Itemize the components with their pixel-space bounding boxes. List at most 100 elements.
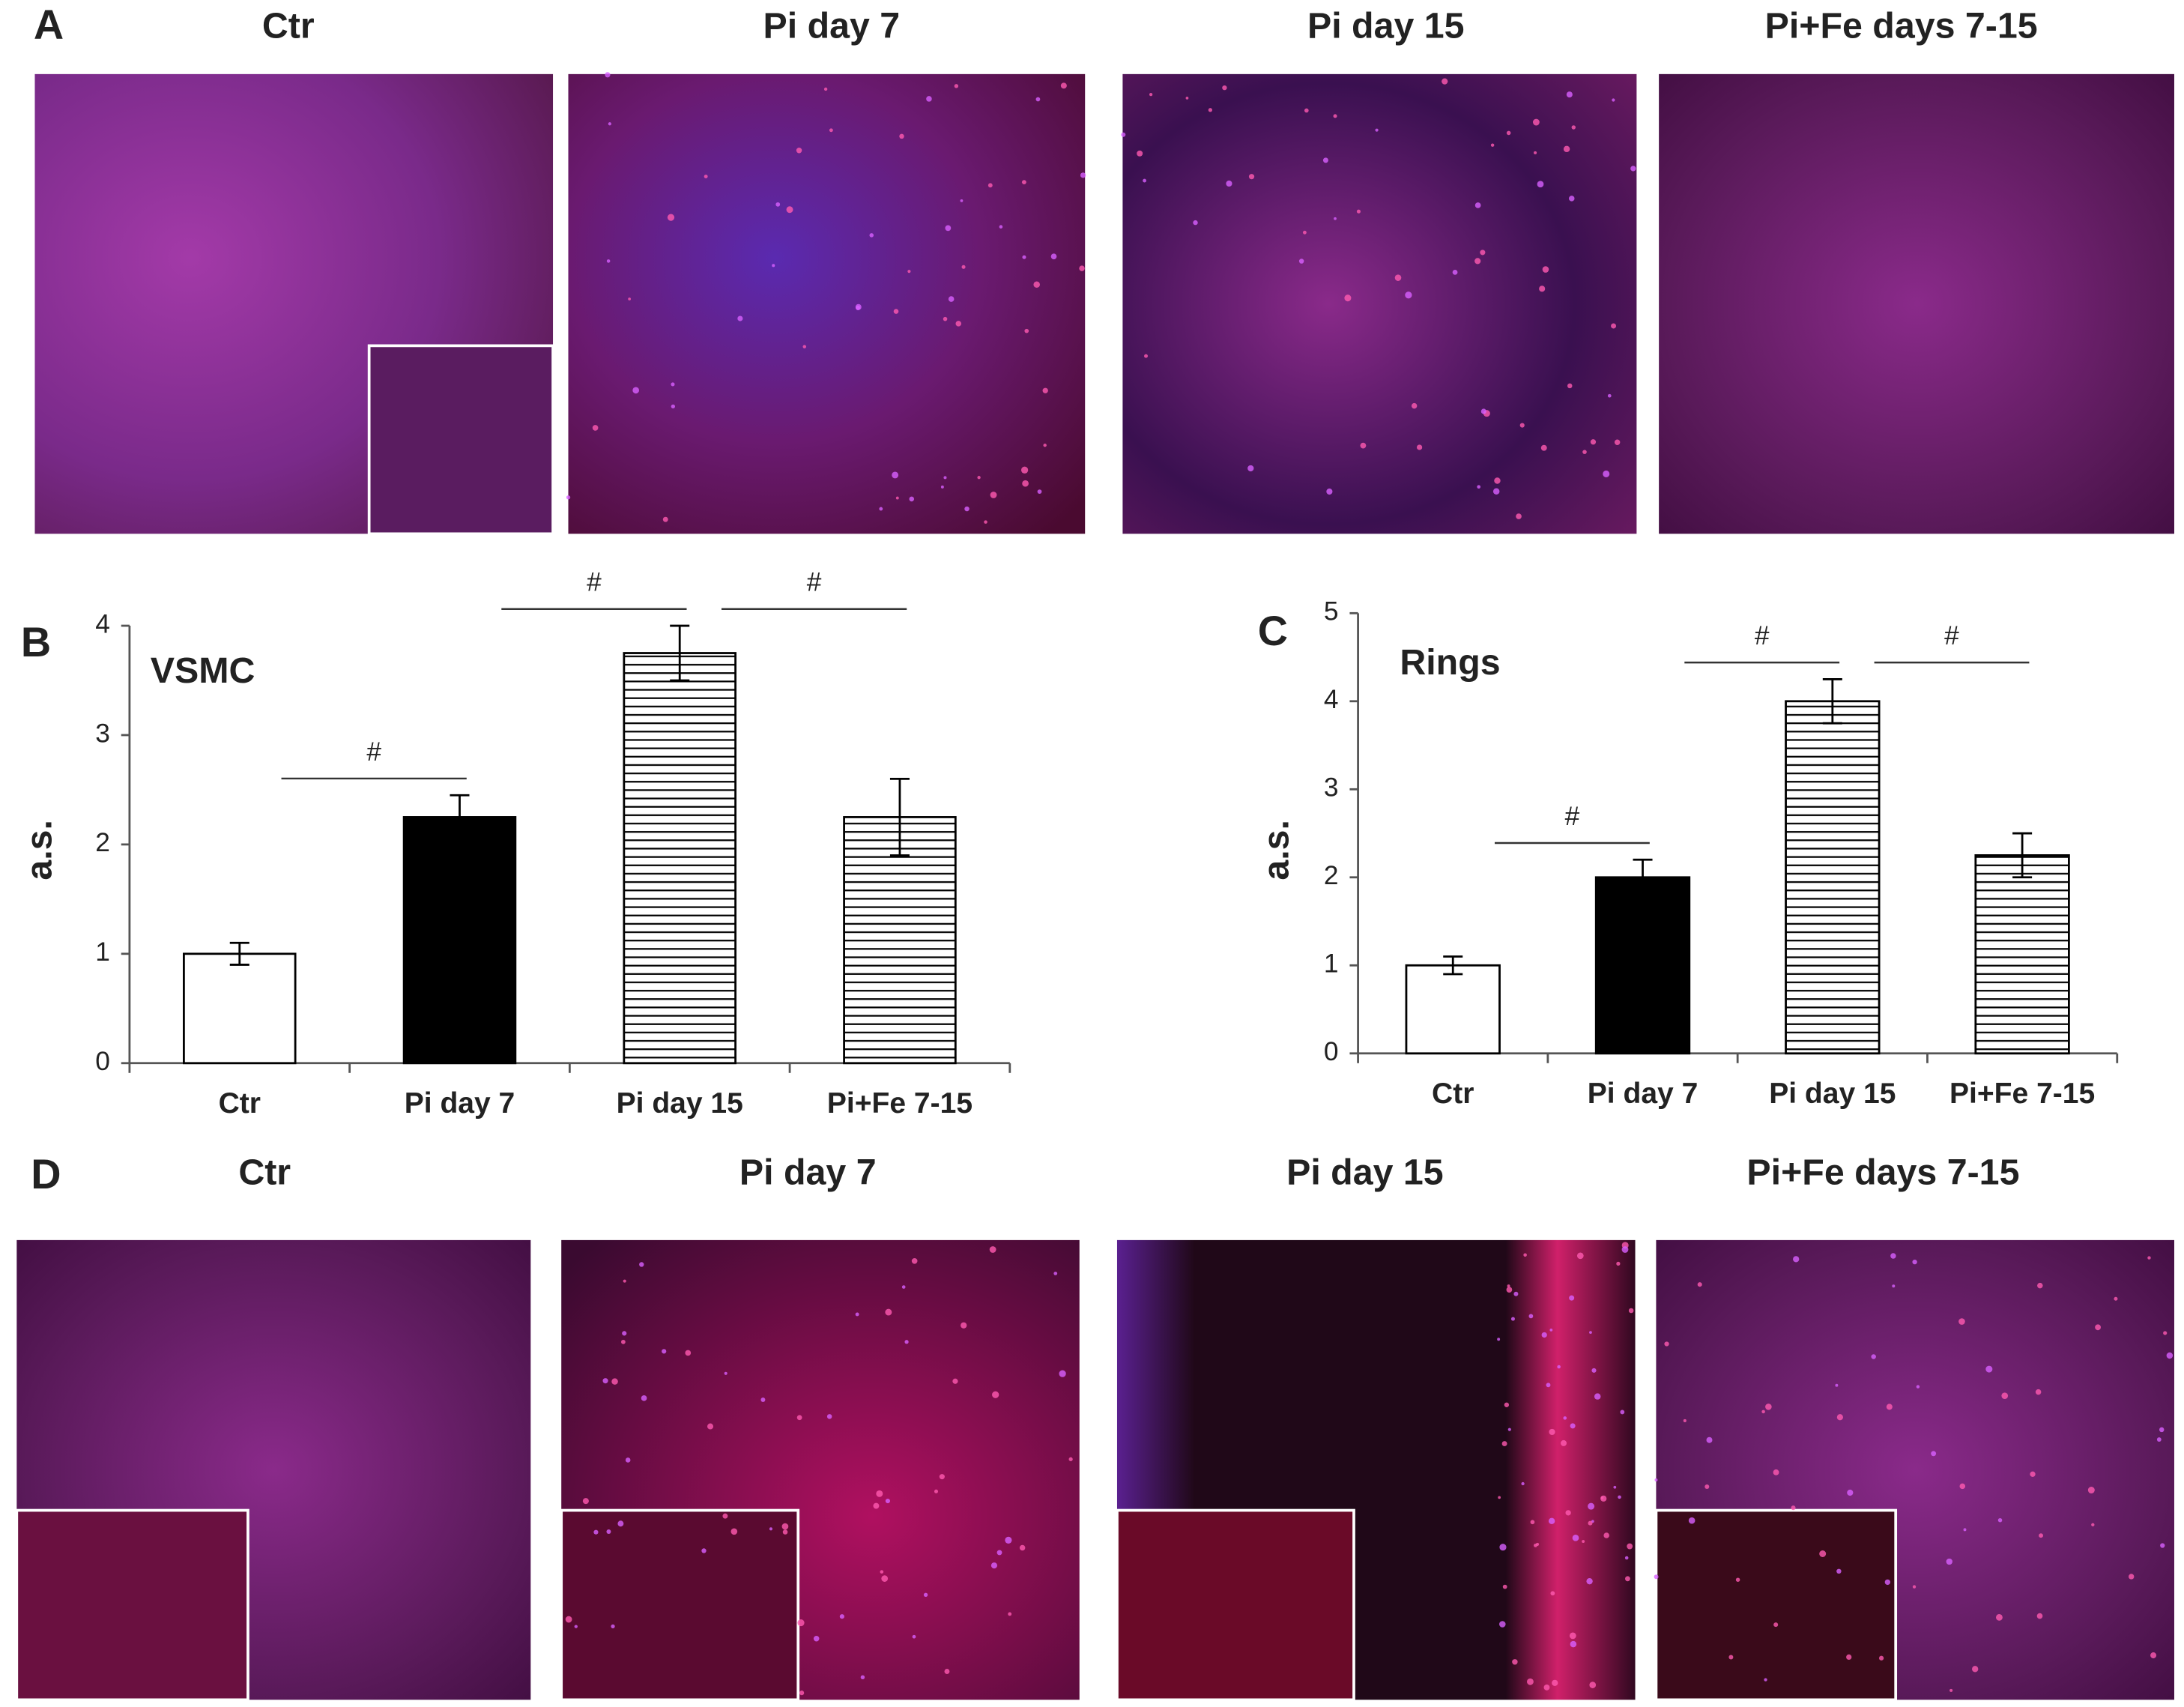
speckle — [1480, 250, 1486, 256]
speckle — [797, 1619, 805, 1627]
speckle — [1344, 294, 1352, 302]
image-title: Ctr — [238, 1152, 291, 1192]
speckle — [1541, 1332, 1547, 1338]
inset — [15, 1508, 249, 1702]
speckle — [987, 183, 993, 188]
speckle — [1035, 97, 1041, 102]
speckle — [662, 1349, 667, 1354]
speckle — [1704, 1484, 1710, 1490]
speckle — [990, 1562, 998, 1569]
y-tick-label: 4 — [95, 609, 110, 638]
speckle — [869, 233, 874, 238]
speckle — [1985, 1365, 1993, 1373]
speckle — [1654, 1574, 1659, 1580]
speckle — [1576, 1252, 1584, 1260]
speckle — [786, 206, 793, 214]
speckle — [1020, 466, 1029, 474]
speckle — [724, 1371, 728, 1375]
speckle — [944, 1669, 950, 1674]
speckle — [1043, 443, 1047, 447]
speckle — [1557, 1365, 1561, 1369]
x-tick-label: Ctr — [1432, 1078, 1474, 1110]
speckle — [1528, 1314, 1534, 1319]
image-title: Ctr — [262, 5, 315, 46]
speckle — [948, 296, 955, 302]
speckle — [1499, 1544, 1507, 1551]
speckle — [1519, 423, 1525, 428]
speckle — [829, 128, 833, 133]
panel-a-images — [34, 73, 2174, 536]
speckle — [1963, 1528, 1967, 1532]
significance-mark: # — [366, 737, 381, 767]
chart-title: VSMC — [151, 650, 255, 691]
speckle — [2147, 1256, 2151, 1260]
speckle — [632, 387, 640, 394]
speckle — [1664, 1341, 1669, 1347]
bar — [402, 816, 517, 1065]
image-title: Pi day 15 — [1307, 5, 1465, 46]
speckle — [977, 476, 981, 480]
y-axis-label: a.s. — [19, 820, 60, 880]
speckle — [926, 96, 932, 102]
panel-d-images — [15, 1239, 2174, 1702]
speckle — [1582, 1540, 1585, 1543]
speckle — [769, 1527, 772, 1531]
speckle — [781, 1523, 789, 1530]
speckle — [939, 1474, 945, 1480]
speckle — [855, 303, 862, 310]
x-tick-label: Pi day 7 — [1588, 1078, 1699, 1110]
speckle — [622, 1331, 627, 1336]
speckle — [1499, 1621, 1506, 1628]
speckle — [999, 225, 1003, 229]
speckle — [1836, 1568, 1842, 1574]
speckle — [1193, 220, 1198, 226]
speckle — [1474, 258, 1481, 265]
chart-title: Rings — [1400, 642, 1500, 683]
speckle — [912, 1634, 916, 1639]
speckle — [1761, 1410, 1765, 1414]
y-tick-label: 2 — [95, 828, 110, 857]
image-title: Pi day 7 — [739, 1152, 877, 1192]
speckle — [1537, 181, 1544, 188]
y-tick-label: 3 — [1324, 773, 1339, 803]
speckle — [1628, 1308, 1634, 1314]
speckle — [879, 507, 883, 511]
speckle — [1080, 172, 1086, 178]
speckle — [1492, 488, 1500, 495]
image-title: Pi day 15 — [1286, 1152, 1444, 1192]
speckle — [1506, 130, 1511, 136]
speckle — [1563, 1416, 1567, 1420]
speckle — [1333, 114, 1337, 118]
micrograph — [1659, 73, 2174, 534]
speckle — [1143, 178, 1146, 183]
speckle — [1490, 143, 1495, 147]
speckle — [1588, 1520, 1593, 1526]
speckle — [1773, 1622, 1779, 1628]
speckle — [1247, 465, 1254, 472]
speckle — [1248, 174, 1255, 180]
speckle — [1654, 1478, 1658, 1482]
speckle — [1572, 1534, 1579, 1541]
speckle — [1226, 180, 1232, 187]
speckle — [1474, 202, 1481, 208]
inset — [1116, 1508, 1355, 1702]
speckle — [881, 1575, 889, 1582]
speckle — [608, 122, 611, 126]
speckle — [1791, 1505, 1796, 1511]
speckle — [1050, 253, 1057, 260]
speckle — [623, 1279, 626, 1283]
speckle — [1728, 1655, 1734, 1660]
speckle — [2160, 1543, 2165, 1548]
image-title: Pi+Fe days 7-15 — [1765, 5, 2038, 46]
speckle — [943, 316, 948, 321]
speckle — [1552, 1679, 1558, 1686]
speckle — [1916, 1385, 1920, 1389]
speckle — [1534, 151, 1537, 154]
speckle — [1563, 145, 1570, 153]
speckle — [904, 1340, 909, 1344]
speckle — [839, 1614, 844, 1619]
speckle — [775, 202, 781, 207]
speckle — [628, 297, 632, 300]
speckle — [1375, 128, 1379, 132]
speckle — [2036, 1613, 2043, 1619]
